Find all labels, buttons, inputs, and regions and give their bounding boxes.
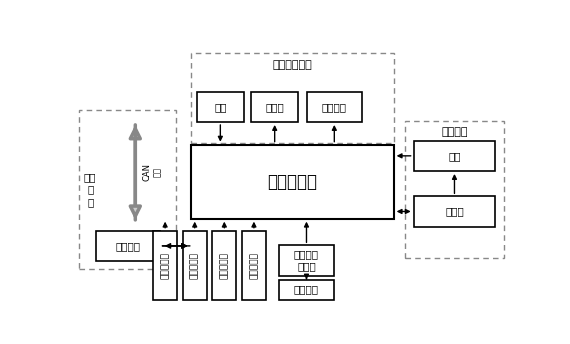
Text: 通讯接口: 通讯接口 [115, 241, 140, 251]
Bar [307, 92, 362, 122]
Text: 倒角传感器: 倒角传感器 [250, 252, 258, 279]
Text: 电源: 电源 [448, 151, 461, 161]
Text: 显示器: 显示器 [265, 102, 284, 112]
Text: 支架控制器: 支架控制器 [267, 173, 317, 191]
Text: 压力传感器: 压力传感器 [161, 252, 170, 279]
Bar [79, 110, 176, 269]
Bar [153, 231, 177, 300]
Bar [414, 196, 495, 227]
Text: 基本配置: 基本配置 [441, 127, 468, 137]
Text: 电磁线圈
驱动器: 电磁线圈 驱动器 [294, 249, 319, 272]
Text: 通讯
模
块: 通讯 模 块 [84, 172, 96, 207]
Bar [96, 231, 160, 261]
Text: 人机交互单元: 人机交互单元 [272, 60, 312, 70]
Bar [212, 231, 237, 300]
Bar [279, 245, 334, 276]
Bar [242, 231, 266, 300]
Text: 红外传感器: 红外传感器 [190, 252, 200, 279]
Bar [190, 144, 394, 219]
Bar [279, 280, 334, 300]
Text: CAN
总线: CAN 总线 [142, 163, 162, 181]
Bar [190, 53, 394, 143]
Text: 电磁阀组: 电磁阀组 [294, 284, 319, 294]
Text: 声光报警: 声光报警 [322, 102, 347, 112]
Text: 存储器: 存储器 [445, 206, 464, 216]
Bar [182, 231, 207, 300]
Bar [197, 92, 243, 122]
Text: 行程传感器: 行程传感器 [220, 252, 229, 279]
Bar [405, 121, 504, 258]
Text: 键盘: 键盘 [214, 102, 227, 112]
Bar [251, 92, 298, 122]
Bar [414, 141, 495, 171]
